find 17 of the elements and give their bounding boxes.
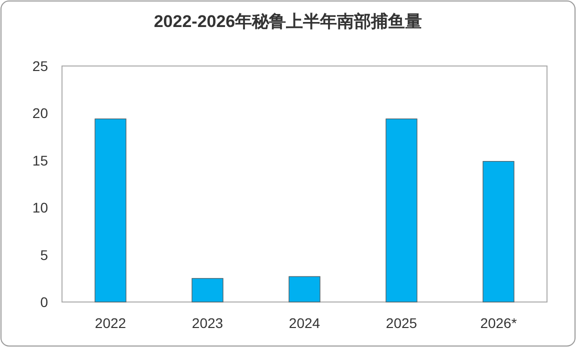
y-tick-label: 0 <box>40 294 48 310</box>
bar <box>482 161 514 302</box>
bar <box>94 118 126 302</box>
x-tick-label: 2026* <box>480 315 518 331</box>
y-tick-label: 15 <box>32 152 48 168</box>
bar <box>192 278 224 302</box>
bar <box>288 276 320 302</box>
x-tick-label: 2024 <box>288 315 320 331</box>
x-tick-label: 2025 <box>386 315 418 331</box>
y-tick-label: 10 <box>32 200 48 216</box>
chart-title: 2022-2026年秘鲁上半年南部捕鱼量 <box>154 12 422 31</box>
y-tick-label: 5 <box>40 246 48 263</box>
bar <box>386 118 418 302</box>
x-tick-label: 2022 <box>94 315 126 331</box>
y-tick-label: 25 <box>32 58 48 74</box>
y-tick-label: 20 <box>32 105 48 122</box>
x-tick-label: 2023 <box>192 315 224 331</box>
